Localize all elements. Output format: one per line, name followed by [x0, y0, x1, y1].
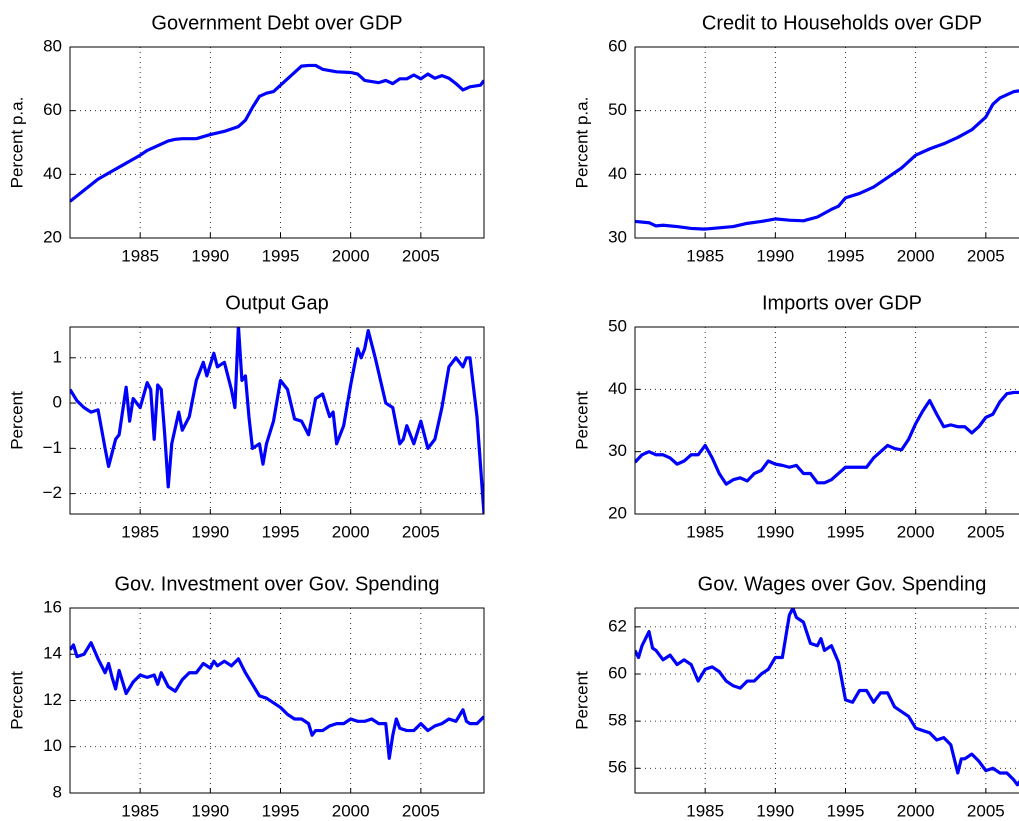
y-tick-label: 1: [53, 347, 62, 366]
x-tick-label: 1990: [756, 522, 794, 541]
y-axis-label: Percent p.a.: [572, 97, 591, 189]
x-tick-label: 1995: [262, 801, 300, 820]
y-tick-label: 12: [43, 690, 62, 709]
chart-title: Gov. Investment over Gov. Spending: [115, 573, 440, 595]
x-tick-label: 1990: [191, 522, 229, 541]
axes-box: [634, 607, 1019, 794]
data-line: [635, 608, 1019, 787]
data-line: [70, 327, 484, 514]
y-tick-label: −1: [43, 438, 62, 457]
y-tick-label: 40: [608, 164, 627, 183]
subplot: 1985 1990 1995 2000 2005 20 40 60 80 Government D…: [7, 12, 485, 265]
x-tick-label: 1995: [262, 522, 300, 541]
y-tick-label: 30: [608, 441, 627, 460]
y-tick-label: 40: [43, 164, 62, 183]
x-tick-label: 1995: [827, 522, 865, 541]
x-tick-label: 1985: [121, 522, 159, 541]
y-tick-label: 8: [53, 782, 62, 801]
y-tick-label: 80: [43, 36, 62, 55]
y-tick-label: 30: [608, 227, 627, 246]
y-tick-label: −2: [43, 483, 62, 502]
y-tick-label: 0: [53, 393, 62, 412]
y-tick-label: 50: [608, 100, 627, 119]
x-tick-label: 1995: [827, 801, 865, 820]
y-axis-label: Percent: [572, 391, 591, 450]
data-line: [70, 63, 484, 203]
y-tick-label: 40: [608, 379, 627, 398]
y-tick-label: 20: [608, 503, 627, 522]
y-axis-label: Percent: [7, 391, 26, 450]
y-axis-label: Percent: [7, 671, 26, 730]
x-tick-label: 2005: [402, 801, 440, 820]
chart-title: Gov. Wages over Gov. Spending: [698, 573, 987, 595]
axes-box: [69, 326, 485, 515]
plot-area: [635, 47, 1019, 238]
x-tick-label: 1985: [686, 246, 724, 265]
x-tick-label: 2000: [332, 522, 370, 541]
x-tick-label: 2000: [332, 246, 370, 265]
x-tick-label: 1995: [262, 246, 300, 265]
x-tick-label: 1985: [686, 801, 724, 820]
x-tick-label: 2005: [967, 522, 1005, 541]
y-axis-label: Percent: [572, 671, 591, 730]
axes-box: [634, 46, 1019, 239]
data-line: [70, 641, 484, 760]
plot-area: [70, 47, 484, 238]
y-tick-label: 10: [43, 736, 62, 755]
y-axis-label: Percent p.a.: [7, 97, 26, 189]
x-tick-label: 1995: [827, 246, 865, 265]
x-tick-label: 2005: [402, 522, 440, 541]
y-tick-label: 60: [608, 663, 627, 682]
chart-title: Output Gap: [225, 292, 328, 314]
y-tick-label: 14: [43, 644, 62, 663]
chart-title: Imports over GDP: [762, 292, 922, 314]
y-tick-label: 62: [608, 616, 627, 635]
x-tick-label: 2000: [332, 801, 370, 820]
x-tick-label: 2000: [897, 801, 935, 820]
x-tick-label: 2005: [402, 246, 440, 265]
plot-area: [635, 608, 1019, 793]
x-tick-label: 1985: [686, 522, 724, 541]
subplot: 1985 1990 1995 2000 2005 30 40 50 60 Credit to Ho…: [572, 12, 1019, 265]
axes-box: [69, 607, 485, 794]
y-tick-label: 58: [608, 711, 627, 730]
y-tick-label: 60: [43, 100, 62, 119]
x-tick-label: 1990: [756, 801, 794, 820]
axes-box: [634, 326, 1019, 515]
subplot: 1985 1990 1995 2000 2005 56 58 60 62 Gov. Wages o…: [572, 573, 1019, 820]
subplot: 1985 1990 1995 2000 2005 8 10 12 14 16 Gov. Invest…: [7, 573, 485, 820]
subplot: 1985 1990 1995 2000 2005 20 30 40 50 Imports over…: [572, 292, 1019, 541]
x-tick-label: 2005: [967, 801, 1005, 820]
y-tick-label: 20: [43, 227, 62, 246]
data-line: [635, 390, 1019, 486]
y-tick-label: 56: [608, 758, 627, 777]
y-tick-label: 16: [43, 597, 62, 616]
x-tick-label: 2005: [967, 246, 1005, 265]
subplot: 1985 1990 1995 2000 2005 −2 −1 0 1 Output Gap Perc…: [7, 292, 485, 541]
x-tick-label: 1990: [191, 246, 229, 265]
y-tick-label: 50: [608, 316, 627, 335]
x-tick-label: 2000: [897, 246, 935, 265]
x-tick-label: 1985: [121, 246, 159, 265]
plot-area: [635, 327, 1019, 514]
x-tick-label: 1990: [191, 801, 229, 820]
chart-title: Credit to Households over GDP: [702, 12, 982, 34]
chart-title: Government Debt over GDP: [151, 12, 402, 34]
axes-box: [69, 46, 485, 239]
y-tick-label: 60: [608, 36, 627, 55]
x-tick-label: 1990: [756, 246, 794, 265]
data-line: [635, 89, 1019, 231]
plot-area: [70, 608, 484, 793]
x-tick-label: 2000: [897, 522, 935, 541]
x-tick-label: 1985: [121, 801, 159, 820]
